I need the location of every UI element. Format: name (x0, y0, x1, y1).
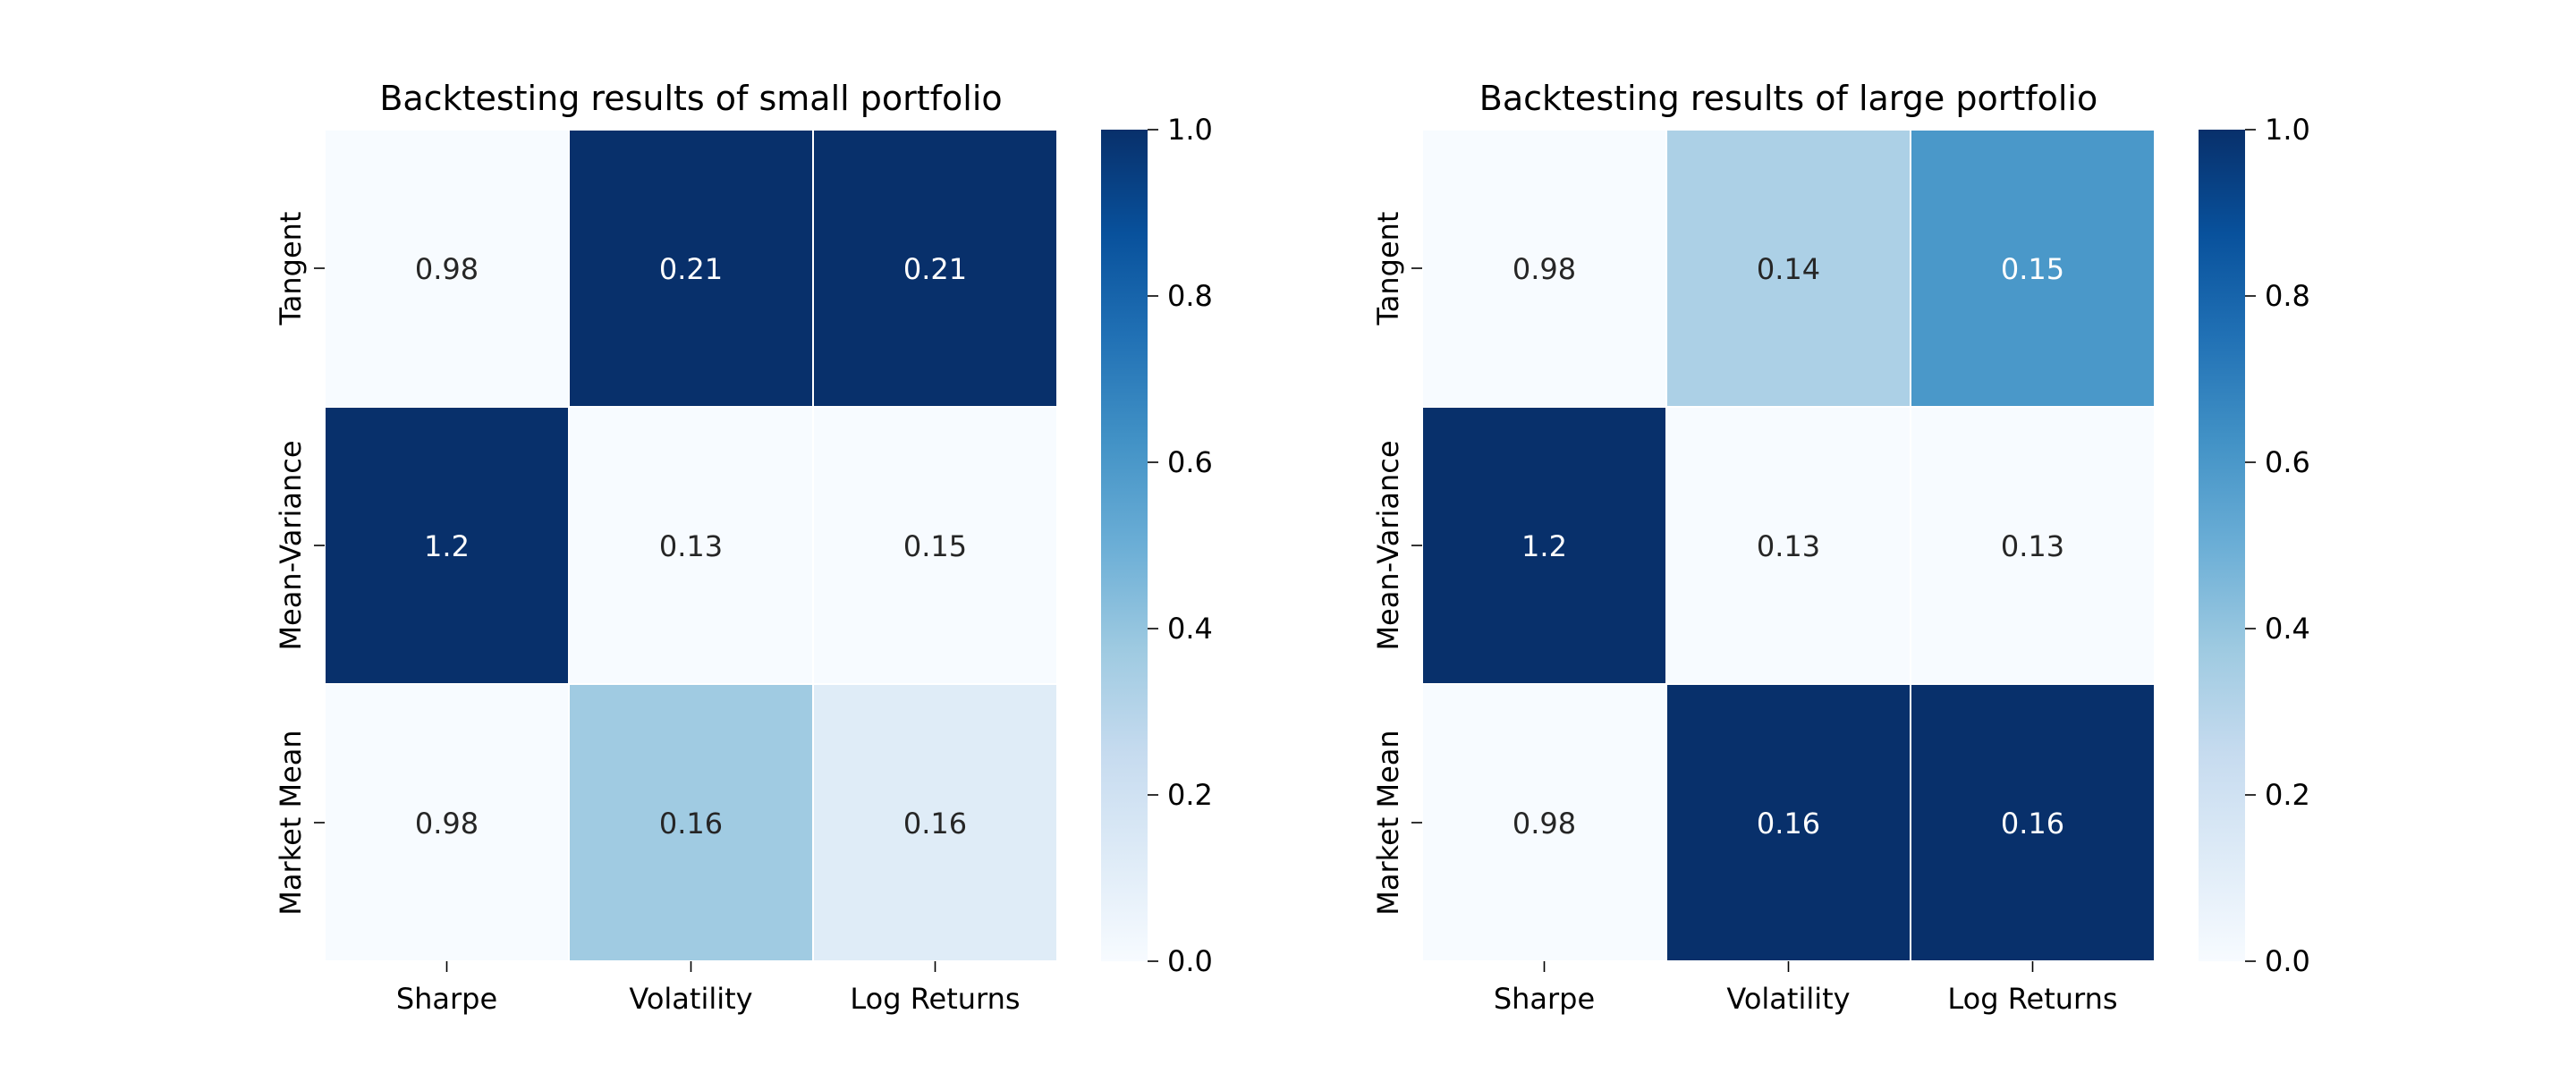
x-tick-label: Volatility (1726, 982, 1850, 1016)
cell-annotation: 0.21 (903, 252, 967, 286)
cell-annotation: 0.15 (2001, 252, 2064, 286)
heatmap-cell (1421, 406, 1667, 685)
heatmap-cell (568, 129, 814, 408)
x-tick-label: Volatility (629, 982, 752, 1016)
cell-annotation: 0.13 (2001, 529, 2064, 563)
heatmap-cell (1910, 683, 2156, 962)
cell-annotation: 0.21 (659, 252, 723, 286)
colorbar-tick-label: 1.0 (1167, 113, 1213, 147)
colorbar-tick-label: 0.4 (1167, 612, 1213, 646)
heatmap-cell (568, 683, 814, 962)
colorbar-tick-label: 0.6 (1167, 445, 1213, 479)
cell-annotation: 0.13 (1757, 529, 1820, 563)
heatmap-cell (324, 683, 570, 962)
heatmap-cell (324, 406, 570, 685)
heatmap-panel-1: Backtesting results of small portfolio 0.… (274, 79, 1213, 1016)
cell-annotation: 0.16 (1757, 807, 1820, 841)
cell-annotation: 0.14 (1757, 252, 1820, 286)
colorbar (2199, 130, 2245, 961)
cell-annotation: 0.16 (2001, 807, 2064, 841)
colorbar-tick-label: 0.8 (1167, 279, 1213, 313)
x-tick-label: Sharpe (1494, 982, 1595, 1016)
cell-annotation: 0.13 (659, 529, 723, 563)
x-tick-label: Sharpe (396, 982, 497, 1016)
chart-title: Backtesting results of small portfolio (379, 79, 1002, 118)
cell-annotation: 0.98 (1513, 807, 1576, 841)
heatmap-cell (1421, 129, 1667, 408)
colorbar-tick-label: 0.2 (1167, 778, 1213, 812)
cell-annotation: 0.16 (659, 807, 723, 841)
heatmap-cell (1910, 406, 2156, 685)
y-tick-label: Tangent (274, 212, 308, 326)
heatmap-cell (812, 406, 1058, 685)
heatmap-cell (1665, 129, 1911, 408)
heatmap-cell (1665, 683, 1911, 962)
colorbar-tick-label: 0.2 (2265, 778, 2310, 812)
colorbar-tick-label: 1.0 (2265, 113, 2310, 147)
heatmap-cell (812, 129, 1058, 408)
colorbar-tick-label: 0.4 (2265, 612, 2310, 646)
cell-annotation: 0.15 (903, 529, 967, 563)
y-tick-label: Mean-Variance (274, 440, 308, 650)
y-tick-label: Mean-Variance (1371, 440, 1405, 650)
x-tick-label: Log Returns (850, 982, 1020, 1016)
y-tick-label: Tangent (1371, 212, 1405, 326)
colorbar-tick-label: 0.0 (2265, 944, 2310, 978)
heatmap-cell (324, 129, 570, 408)
colorbar-tick-label: 0.6 (2265, 445, 2310, 479)
cell-annotation: 0.16 (903, 807, 967, 841)
colorbar-tick-label: 0.8 (2265, 279, 2310, 313)
x-tick-label: Log Returns (1947, 982, 2117, 1016)
heatmap-cell (568, 406, 814, 685)
heatmap-cell (1665, 406, 1911, 685)
cell-annotation: 0.98 (415, 252, 479, 286)
heatmap-panel-2: Backtesting results of large portfolio 0.… (1371, 79, 2310, 1016)
heatmap-cell (1421, 683, 1667, 962)
cell-annotation: 0.98 (415, 807, 479, 841)
cell-annotation: 1.2 (424, 529, 470, 563)
cell-annotation: 0.98 (1513, 252, 1576, 286)
cell-annotation: 1.2 (1521, 529, 1567, 563)
heatmap-cell (1910, 129, 2156, 408)
chart-title: Backtesting results of large portfolio (1479, 79, 2097, 118)
y-tick-label: Market Mean (1371, 730, 1405, 915)
colorbar (1101, 130, 1148, 961)
y-tick-label: Market Mean (274, 730, 308, 915)
colorbar-tick-label: 0.0 (1167, 944, 1213, 978)
